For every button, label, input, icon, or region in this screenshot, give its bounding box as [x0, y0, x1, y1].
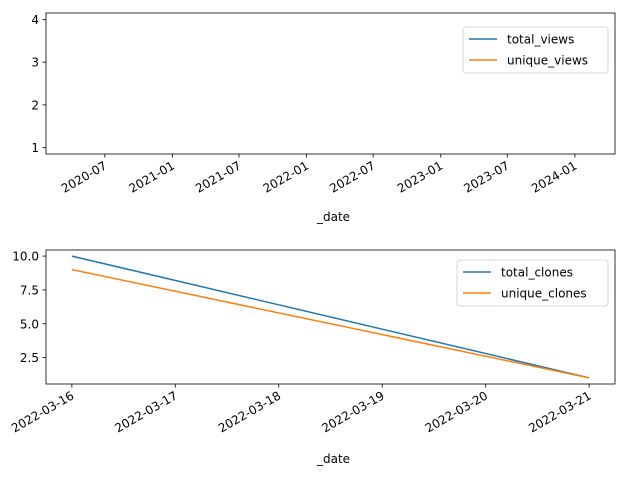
x-tick-label: 2020-07 [59, 158, 109, 195]
legend-label-total_clones: total_clones [501, 266, 573, 280]
legend-label-unique_clones: unique_clones [501, 287, 587, 301]
chart-2: 2.5 5.0 7.5 10.0 2022-03-16 2022-03-17 2022-03… [9, 249, 616, 466]
legend-label-total_views: total_views [507, 33, 574, 47]
x-tick-label: 2022-03-16 [9, 388, 76, 435]
x-tick-label: 2022-03-19 [319, 388, 386, 435]
x-tick-label: 2024-01 [529, 158, 579, 195]
y-tick-label: 4 [31, 13, 39, 27]
x-tick-label: 2022-01 [261, 158, 311, 195]
series-line-unique_clones [71, 268, 590, 379]
x-axis-label: _date [316, 210, 350, 224]
x-axis-label: _date [316, 452, 350, 466]
x-tick-label: 2022-07 [327, 158, 377, 195]
y-tick-label: 10.0 [12, 250, 39, 264]
x-tick-label: 2023-07 [461, 158, 511, 195]
y-tick-label: 2.5 [20, 351, 39, 365]
y-tick-label: 1 [31, 141, 39, 155]
x-tick-label: 2022-03-21 [526, 388, 593, 435]
axes-frame [45, 249, 616, 385]
legend-box [462, 26, 609, 74]
x-tick-label: 2022-03-20 [423, 388, 490, 435]
legend: total_clones unique_clones [456, 259, 609, 307]
legend-label-unique_views: unique_views [507, 54, 588, 68]
x-tick-label: 2021-07 [193, 158, 243, 195]
chart-1: 1 2 3 4 2020-07 2021-01 2021-07 2022-01 2022-07 2… [31, 12, 616, 224]
y-tick-label: 2 [31, 98, 39, 112]
x-tick-label: 2022-03-18 [216, 388, 283, 435]
axes-frame [45, 12, 616, 155]
y-tick-label: 5.0 [20, 317, 39, 331]
series-line-total_clones [71, 255, 590, 379]
x-tick-label: 2021-01 [127, 158, 177, 195]
y-tick-label: 7.5 [20, 283, 39, 297]
legend: total_views unique_views [462, 26, 609, 74]
y-tick-label: 3 [31, 56, 39, 70]
x-tick-label: 2023-01 [395, 158, 445, 195]
legend-box [456, 259, 609, 307]
x-tick-label: 2022-03-17 [112, 388, 179, 435]
